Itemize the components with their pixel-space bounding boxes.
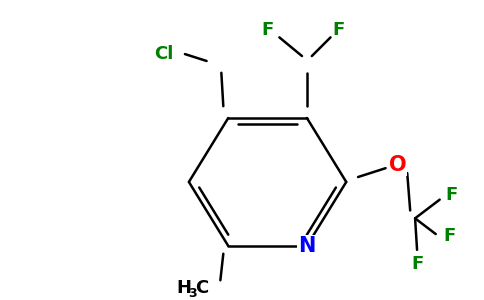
Text: F: F xyxy=(332,20,345,38)
Text: 3: 3 xyxy=(188,286,197,300)
Text: Cl: Cl xyxy=(153,45,173,63)
Text: F: F xyxy=(411,255,423,273)
Text: O: O xyxy=(389,155,406,175)
Text: H: H xyxy=(176,279,191,297)
Text: F: F xyxy=(443,227,455,245)
Text: C: C xyxy=(195,279,208,297)
Text: N: N xyxy=(298,236,316,256)
Text: F: F xyxy=(445,186,457,204)
Text: F: F xyxy=(261,20,273,38)
